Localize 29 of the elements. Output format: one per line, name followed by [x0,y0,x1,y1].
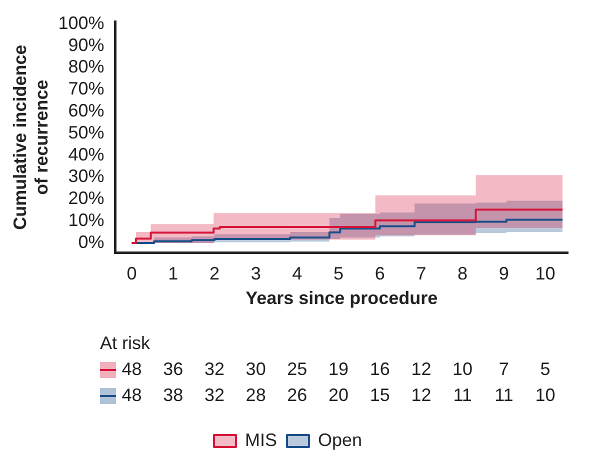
y-tick-label: 30% [68,166,104,186]
x-tick-label: 2 [209,264,220,284]
y-tick-label: 100% [58,12,104,33]
y-tick-label: 80% [68,56,104,77]
x-tick-label: 4 [292,264,302,284]
y-tick-label: 0% [78,232,104,252]
y-tick-label: 40% [68,144,104,164]
x-tick-label: 0 [126,264,137,284]
y-tick-label: 20% [68,188,104,208]
x-axis-title: Years since procedure [246,288,438,308]
x-tick-label: 9 [498,264,509,284]
text: At risk [100,332,151,353]
x-tick-label: 3 [250,264,261,284]
x-tick-label: 10 [535,264,556,284]
y-tick-label: 90% [68,34,104,55]
x-tick-label: 7 [416,264,426,284]
legend-label: MIS [244,430,277,450]
y-tick-label: 70% [68,78,104,99]
text: 48 38 32 28 26 20 15 12 11 11 10 [122,384,556,405]
y-tick-label: 50% [68,122,104,142]
y-axis-title: Cumulative incidence of recurrence [10,44,52,230]
x-tick-label: 1 [168,264,178,284]
text: 48 36 32 30 25 19 16 12 10 7 5 [122,358,550,379]
y-tick-label: 10% [68,210,104,230]
x-tick-label: 5 [334,264,344,284]
x-tick-label: 6 [374,264,385,284]
x-tick-label: 8 [458,264,468,284]
legend-label: Open [318,430,362,450]
y-tick-label: 60% [68,100,104,121]
